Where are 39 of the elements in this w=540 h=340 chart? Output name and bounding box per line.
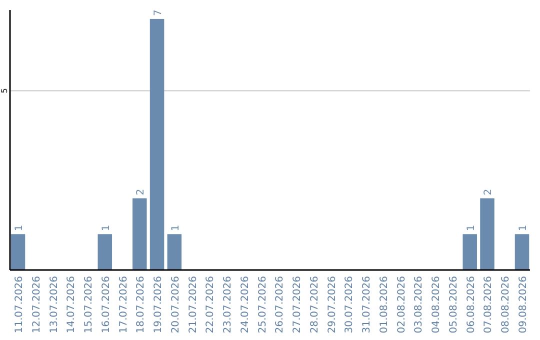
x-tick-label: 05.08.2026 <box>448 276 460 334</box>
x-tick-label: 04.08.2026 <box>431 276 442 334</box>
x-tick-label: 19.07.2026 <box>153 276 164 334</box>
data-label: 1 <box>466 224 477 232</box>
data-label: 2 <box>483 188 494 196</box>
x-tick-label: 07.08.2026 <box>483 276 494 334</box>
x-tick-label: 20.07.2026 <box>170 276 182 334</box>
x-tick-label: 30.07.2026 <box>344 276 356 334</box>
data-label: 1 <box>170 224 182 232</box>
x-tick-label: 17.07.2026 <box>118 276 130 334</box>
data-label: 7 <box>153 10 164 16</box>
x-tick-label: 23.07.2026 <box>222 276 234 334</box>
x-tick-label: 25.07.2026 <box>257 276 268 334</box>
x-tick-label: 08.08.2026 <box>500 276 512 334</box>
x-tick-label: 16.07.2026 <box>100 276 112 334</box>
data-label: 1 <box>100 224 112 232</box>
x-tick-label: 27.07.2026 <box>292 276 304 334</box>
x-tick-label: 06.08.2026 <box>466 276 477 334</box>
x-tick-label: 09.08.2026 <box>518 276 530 334</box>
x-tick-label: 02.08.2026 <box>396 276 408 334</box>
x-tick-label: 18.07.2026 <box>136 276 147 334</box>
x-tick-label: 29.07.2026 <box>326 276 338 334</box>
x-tick-label: 13.07.2026 <box>48 276 60 334</box>
x-tick-label: 12.07.2026 <box>31 276 42 334</box>
x-tick-label: 22.07.2026 <box>205 276 216 334</box>
x-tick-label: 03.08.2026 <box>414 276 425 334</box>
x-tick-label: 24.07.2026 <box>240 276 251 334</box>
x-tick-label: 01.08.2026 <box>378 276 390 334</box>
x-tick-label: 15.07.2026 <box>84 276 95 334</box>
x-tick-label: 11.07.2026 <box>14 276 25 334</box>
data-label: 1 <box>518 224 530 232</box>
x-tick-label: 26.07.2026 <box>274 276 286 334</box>
y-tick-label: 5 <box>0 88 9 94</box>
x-tick-label: 21.07.2026 <box>188 276 199 334</box>
x-tick-label: 14.07.2026 <box>66 276 78 334</box>
data-label: 2 <box>136 188 147 196</box>
data-label: 1 <box>14 224 25 232</box>
x-tick-label: 28.07.2026 <box>309 276 320 334</box>
x-tick-label: 31.07.2026 <box>362 276 373 334</box>
